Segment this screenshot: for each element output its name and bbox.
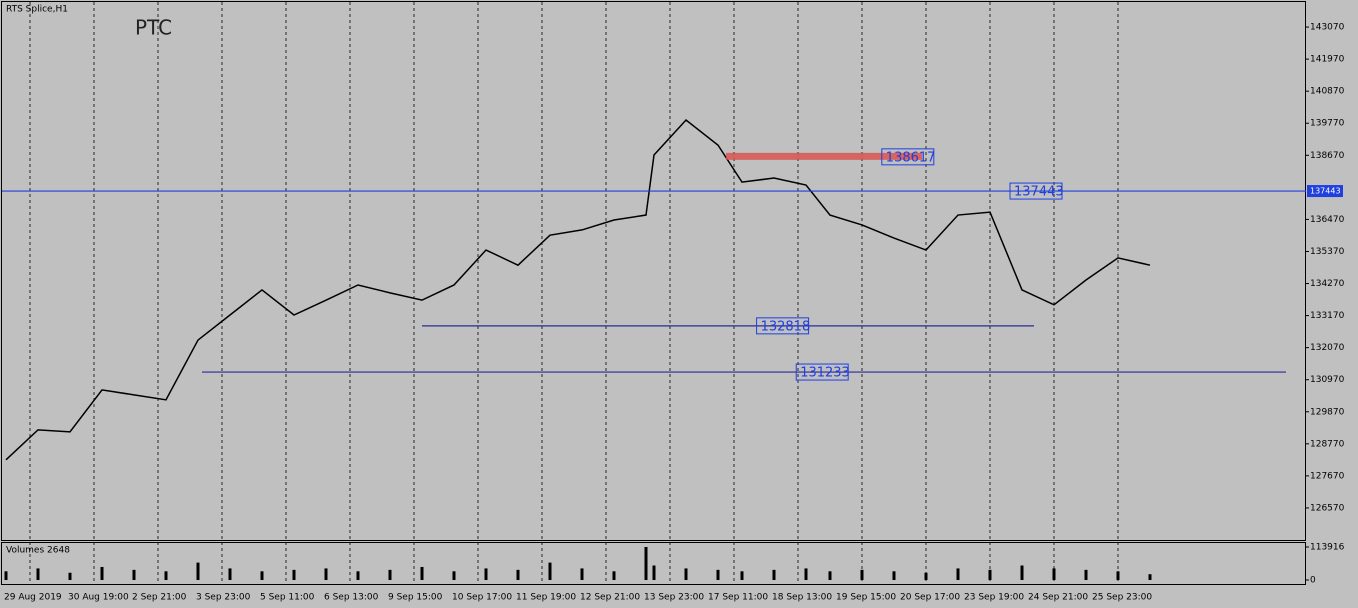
level-box — [756, 317, 810, 335]
volume-bar — [260, 571, 264, 580]
price-tag-label: 137443 — [1310, 187, 1341, 196]
volume-bar — [196, 562, 200, 580]
x-tick-label: 19 Sep 15:00 — [836, 593, 896, 603]
level-label: 137443 — [1014, 185, 1064, 200]
x-tick-label: 30 Aug 19:00 — [68, 593, 129, 603]
volume-bar — [1148, 574, 1152, 580]
y-tick-label: 140870 — [1310, 87, 1345, 97]
volume-bar — [484, 568, 488, 580]
window-title: RTS Splice,H1 — [6, 5, 68, 15]
x-tick-label: 29 Aug 2019 — [4, 593, 62, 603]
volume-bar — [356, 571, 360, 580]
volume-bar — [804, 568, 808, 580]
x-tick-label: 25 Sep 23:00 — [1092, 593, 1152, 603]
volume-bar — [228, 568, 232, 580]
volume-bar — [452, 571, 456, 580]
y-tick-label: 138670 — [1310, 151, 1345, 161]
volume-bar — [740, 571, 744, 580]
volume-bar — [1052, 568, 1056, 580]
x-tick-label: 5 Sep 11:00 — [260, 593, 315, 603]
volume-bar — [580, 568, 584, 580]
y-tick-label: 141970 — [1310, 55, 1345, 65]
volume-bar — [1116, 571, 1120, 580]
y-tick-label: 113916 — [1310, 543, 1345, 553]
x-tick-label: 6 Sep 13:00 — [324, 593, 379, 603]
level-label: 132818 — [761, 319, 811, 334]
y-tick-label: 132070 — [1310, 343, 1345, 353]
x-tick-label: 3 Sep 23:00 — [196, 593, 251, 603]
x-tick-label: 10 Sep 17:00 — [452, 593, 512, 603]
volume-bar — [68, 572, 72, 580]
volume-bar — [988, 569, 992, 580]
volume-bar — [4, 571, 8, 580]
x-tick-label: 12 Sep 21:00 — [580, 593, 640, 603]
y-tick-label: 133170 — [1310, 311, 1345, 321]
y-tick-label: 127670 — [1310, 471, 1345, 481]
price-tag — [1307, 185, 1343, 198]
volume-bar — [652, 565, 656, 580]
volume-bar — [324, 568, 328, 580]
x-tick-label: 23 Sep 19:00 — [964, 593, 1024, 603]
volume-bar — [100, 566, 104, 580]
volume-bar — [716, 569, 720, 580]
x-tick-label: 18 Sep 13:00 — [772, 593, 832, 603]
volume-bar — [772, 569, 776, 580]
volume-bar — [132, 569, 136, 580]
y-tick-label: 134270 — [1310, 279, 1345, 289]
volume-bar — [892, 571, 896, 580]
volume-bar — [1020, 565, 1024, 580]
level-box — [795, 363, 849, 381]
volume-bar — [1084, 569, 1088, 580]
volume-bar — [956, 568, 960, 580]
price-pane — [1, 1, 1306, 541]
x-tick-label: 17 Sep 11:00 — [708, 593, 768, 603]
y-tick-label: 0 — [1310, 576, 1316, 586]
y-tick-label: 126570 — [1310, 503, 1345, 513]
x-tick-label: 20 Sep 17:00 — [900, 593, 960, 603]
y-tick-label: 128770 — [1310, 439, 1345, 449]
price-line — [5, 119, 1151, 461]
volume-bar — [516, 569, 520, 580]
volume-bar — [684, 568, 688, 580]
volume-bar — [612, 571, 616, 580]
x-tick-label: 13 Sep 23:00 — [644, 593, 704, 603]
volume-bar — [828, 571, 832, 580]
volume-title: Volumes 2648 — [6, 546, 70, 556]
y-tick-label: 143070 — [1310, 23, 1345, 33]
volume-bar — [644, 547, 648, 580]
volume-bar — [388, 569, 392, 580]
volume-bar — [548, 562, 552, 580]
y-tick-label: 129870 — [1310, 407, 1345, 417]
volume-bar — [420, 566, 424, 580]
y-tick-label: 136470 — [1310, 215, 1345, 225]
volume-bar — [860, 569, 864, 580]
level-zone — [726, 152, 922, 160]
x-tick-label: 9 Sep 15:00 — [388, 593, 443, 603]
x-tick-label: 24 Sep 21:00 — [1028, 593, 1088, 603]
level-box — [881, 148, 935, 166]
x-tick-label: 2 Sep 21:00 — [132, 593, 187, 603]
volume-bar — [36, 568, 40, 580]
y-tick-label: 135370 — [1310, 247, 1345, 257]
y-tick-label: 130970 — [1310, 375, 1345, 385]
volume-bar — [164, 571, 168, 580]
watermark: PTC — [135, 16, 172, 40]
volume-bar — [292, 569, 296, 580]
volume-bar — [924, 572, 928, 580]
level-label: 138617 — [886, 150, 936, 165]
level-label: 131233 — [800, 366, 850, 381]
x-tick-label: 11 Sep 19:00 — [516, 593, 576, 603]
level-box — [1009, 182, 1063, 200]
y-tick-label: 139770 — [1310, 119, 1345, 129]
